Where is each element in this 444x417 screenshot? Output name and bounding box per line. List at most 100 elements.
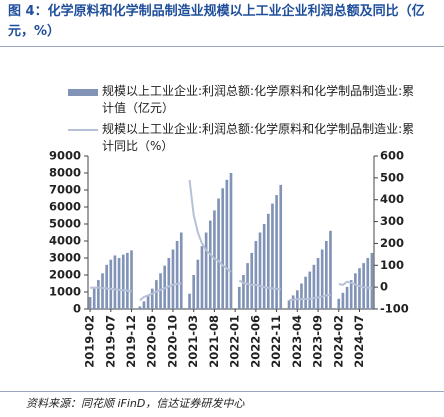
bar bbox=[300, 283, 303, 309]
bar bbox=[316, 258, 320, 309]
x-tick-label: 2023-09 bbox=[311, 315, 325, 368]
bar bbox=[217, 198, 220, 309]
bar bbox=[101, 273, 104, 309]
bar bbox=[354, 273, 357, 309]
bar bbox=[370, 252, 374, 309]
legend-label: 规模以上工业企业:利润总额:化学原料和化学制品制造业:累计值（亿元） bbox=[102, 84, 415, 115]
bar bbox=[349, 280, 353, 309]
x-tick-label: 2019-02 bbox=[83, 315, 97, 368]
bar bbox=[229, 173, 233, 309]
bar bbox=[329, 230, 332, 309]
y-tick-label: 9000 bbox=[49, 149, 81, 163]
bar bbox=[362, 263, 365, 309]
bar bbox=[325, 241, 328, 309]
bar bbox=[113, 255, 117, 309]
x-tick-label: 2021-03 bbox=[186, 315, 200, 368]
bar bbox=[250, 252, 254, 309]
bar bbox=[97, 280, 100, 309]
y2-tick-label: -100 bbox=[380, 302, 409, 316]
bar bbox=[171, 249, 175, 309]
bar bbox=[291, 295, 295, 309]
bar bbox=[208, 220, 212, 309]
rule bbox=[0, 46, 444, 47]
x-tick-label: 2024-02 bbox=[331, 315, 345, 368]
x-tick-label: 2022-11 bbox=[269, 315, 283, 368]
bar bbox=[88, 297, 92, 309]
bar bbox=[337, 298, 341, 309]
bar bbox=[192, 275, 196, 309]
x-tick-label: 2024-07 bbox=[352, 315, 366, 368]
legend-swatch bbox=[68, 89, 98, 96]
y-tick-label: 5000 bbox=[49, 217, 81, 231]
y2-tick-label: 600 bbox=[380, 149, 404, 163]
rule bbox=[0, 391, 444, 392]
bar bbox=[126, 252, 129, 309]
y2-tick-label: 0 bbox=[380, 280, 388, 294]
bar bbox=[196, 259, 200, 309]
bar bbox=[242, 275, 245, 309]
y-tick-label: 0 bbox=[73, 302, 81, 316]
y2-tick-label: 300 bbox=[380, 214, 404, 228]
x-tick-label: 2021-08 bbox=[207, 315, 221, 368]
bar bbox=[130, 250, 133, 309]
legend-swatch bbox=[68, 129, 98, 131]
x-tick-label: 2020-10 bbox=[165, 315, 179, 368]
bar bbox=[138, 306, 142, 309]
bar bbox=[254, 241, 258, 309]
y-tick-label: 6000 bbox=[49, 200, 81, 214]
bar bbox=[275, 195, 278, 309]
x-tick-label: 2020-05 bbox=[145, 315, 159, 368]
y-tick-label: 3000 bbox=[49, 251, 81, 265]
bar bbox=[121, 254, 125, 309]
y2-tick-label: 400 bbox=[380, 192, 404, 206]
legend-label: 规模以上工业企业:利润总额:化学原料和化学制品制造业:累计同比（%） bbox=[102, 122, 415, 153]
x-tick-label: 2023-04 bbox=[290, 315, 304, 368]
bar bbox=[159, 273, 162, 309]
bar bbox=[167, 258, 171, 309]
bar bbox=[179, 232, 183, 309]
y-tick-label: 4000 bbox=[49, 234, 81, 248]
line bbox=[90, 179, 373, 302]
bar bbox=[92, 288, 96, 309]
chart-title: 图 4：化学原料和化学制品制造业规模以上工业企业利润总额及同比（亿元，%） bbox=[8, 4, 425, 39]
bar bbox=[237, 286, 241, 309]
bar bbox=[117, 258, 121, 309]
bar bbox=[304, 276, 307, 309]
bar bbox=[221, 188, 225, 309]
bar bbox=[155, 280, 158, 309]
bar bbox=[225, 179, 229, 309]
y2-tick-label: 200 bbox=[380, 236, 404, 250]
x-tick-label: 2022-06 bbox=[248, 315, 262, 368]
bar bbox=[271, 203, 274, 309]
source: 资料来源：同花顺 iFinD，信达证券研发中心 bbox=[26, 397, 245, 410]
y2-tick-label: 500 bbox=[380, 170, 404, 184]
bar bbox=[312, 264, 316, 309]
bar bbox=[105, 264, 108, 309]
bar bbox=[345, 286, 349, 309]
bar bbox=[320, 249, 324, 309]
x-tick-label: 2022-01 bbox=[228, 315, 242, 368]
x-tick-label: 2019-07 bbox=[103, 315, 117, 368]
bar bbox=[109, 259, 113, 309]
bar bbox=[142, 301, 146, 309]
x-tick-label: 2019-12 bbox=[124, 315, 138, 368]
bar bbox=[150, 288, 154, 309]
bar bbox=[341, 292, 345, 309]
y-tick-label: 7000 bbox=[49, 183, 81, 197]
y-tick-label: 1000 bbox=[49, 285, 81, 299]
bar bbox=[287, 300, 291, 309]
bar bbox=[266, 213, 270, 309]
bar bbox=[204, 232, 208, 309]
bar bbox=[279, 184, 283, 309]
bar bbox=[188, 293, 191, 309]
bar bbox=[200, 246, 204, 309]
bar bbox=[262, 224, 266, 309]
y-tick-label: 8000 bbox=[49, 166, 81, 180]
bar bbox=[146, 295, 150, 309]
bar bbox=[246, 263, 249, 309]
y2-tick-label: 100 bbox=[380, 258, 404, 272]
y-tick-label: 2000 bbox=[49, 268, 81, 282]
bar bbox=[175, 241, 179, 309]
